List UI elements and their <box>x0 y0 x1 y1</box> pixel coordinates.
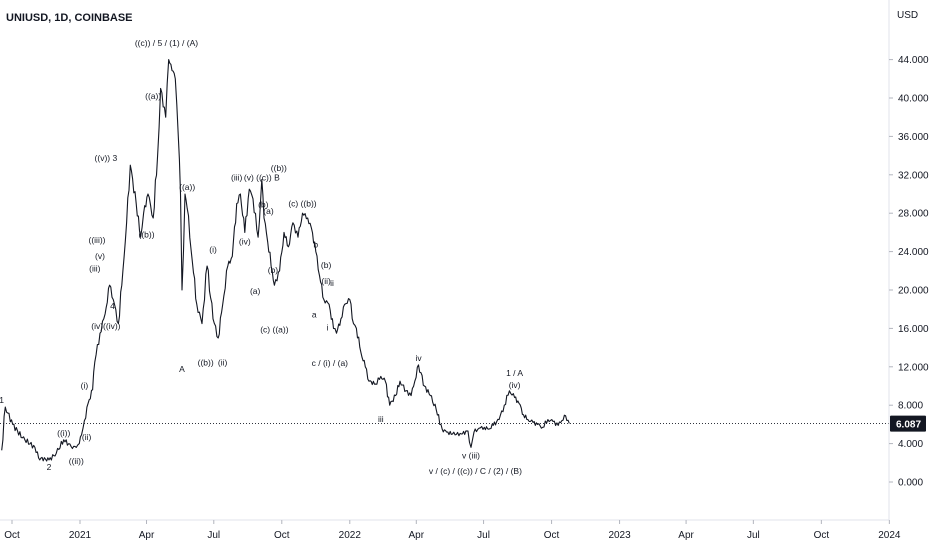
time-tick-label: 2021 <box>69 530 92 541</box>
last-price-label: 6.087 <box>896 420 921 431</box>
wave-label: (c) ((a)) <box>260 325 288 335</box>
time-tick-label: Oct <box>814 530 830 541</box>
time-tick-label: 2024 <box>878 530 901 541</box>
wave-label: (c) ((b)) <box>288 198 316 208</box>
wave-label: c / (i) / (a) <box>312 358 349 368</box>
wave-label: ((v)) 3 <box>95 153 118 163</box>
wave-label: (iv) <box>239 236 251 246</box>
time-tick-label: Jul <box>747 530 760 541</box>
price-tick-label: 40.000 <box>898 94 929 105</box>
time-tick-label: Apr <box>139 530 155 541</box>
wave-label: (a) <box>250 286 261 296</box>
last-price-marker: 6.087 <box>890 415 926 432</box>
wave-label: ((i)) <box>57 428 70 438</box>
wave-label: 2 <box>47 462 52 472</box>
wave-label: (b) <box>268 265 279 275</box>
wave-label: ((ii)) <box>69 456 84 466</box>
wave-label: (i) <box>81 381 89 391</box>
price-tick-label: 44.000 <box>898 55 929 66</box>
wave-label: (ii) <box>321 276 331 286</box>
wave-label: ii <box>330 278 334 288</box>
chart-title: UNIUSD, 1D, COINBASE <box>6 12 133 24</box>
time-tick-label: Jul <box>477 530 490 541</box>
price-tick-label: 12.000 <box>898 362 929 373</box>
wave-label: 4 <box>110 301 115 311</box>
wave-label: iv <box>415 353 422 363</box>
wave-label: (a) <box>263 206 274 216</box>
wave-label: b <box>313 240 318 250</box>
price-tick-label: 4.000 <box>898 439 923 450</box>
wave-label: A <box>179 364 185 374</box>
time-tick-label: Jul <box>207 530 220 541</box>
time-axis[interactable]: Oct 2021 Apr Jul Oct 2022 Apr Jul Oct 2023 Apr Jul O… <box>4 520 901 541</box>
price-tick-label: 0.000 <box>898 478 923 489</box>
price-tick-label: 16.000 <box>898 324 929 335</box>
wave-label: (b) <box>258 199 269 209</box>
time-tick-label: Apr <box>409 530 425 541</box>
plot-area[interactable] <box>0 59 889 462</box>
wave-label: ((b)) <box>271 163 287 173</box>
price-tick-label: 24.000 <box>898 247 929 258</box>
wave-label: v / (c) / ((c)) / C / (2) / (B) <box>429 466 522 476</box>
wave-label: (v) <box>95 251 105 261</box>
wave-label: (ii) <box>82 432 92 442</box>
price-tick-label: 20.000 <box>898 286 929 297</box>
time-tick-label: Apr <box>678 530 694 541</box>
wave-label: (iv) <box>509 380 521 390</box>
wave-annotations: 12((i))((ii))(i)(ii)(iii)((iii))(v)(iv)(… <box>0 38 523 476</box>
wave-label: (ii) <box>218 357 228 367</box>
wave-label: ((iii)) <box>89 235 106 245</box>
wave-label: 1 <box>0 395 4 405</box>
price-tick-label: 28.000 <box>898 209 929 220</box>
wave-label: (b) <box>321 260 332 270</box>
wave-label: v (iii) <box>462 450 480 460</box>
wave-label: i <box>327 323 329 333</box>
wave-label: 1 / A <box>506 368 523 378</box>
wave-label: ((a)) <box>179 182 195 192</box>
wave-label: (iii) <box>231 172 242 182</box>
price-tick-label: 36.000 <box>898 132 929 143</box>
price-series-line[interactable] <box>1 59 570 462</box>
time-tick-label: 2022 <box>339 530 362 541</box>
time-tick-label: Oct <box>4 530 20 541</box>
wave-label: ((b)) <box>138 230 154 240</box>
price-axis[interactable]: 0.000 4.000 8.000 12.000 16.000 20.000 24.000 2… <box>889 55 929 489</box>
wave-label: ((b)) <box>198 357 214 367</box>
last-price-tag <box>890 415 926 432</box>
time-tick-label: 2023 <box>608 530 631 541</box>
price-tick-label: 8.000 <box>898 401 923 412</box>
wave-label: (iii) <box>89 264 100 274</box>
time-tick-label: Oct <box>544 530 560 541</box>
wave-label: (iv)((iv)) <box>91 321 120 331</box>
price-tick-label: 32.000 <box>898 170 929 181</box>
time-tick-label: Oct <box>274 530 290 541</box>
wave-label: ((a)) <box>145 91 161 101</box>
wave-label: (v) ((c)) B <box>244 172 280 182</box>
wave-label: a <box>312 309 317 319</box>
wave-label: iii <box>378 414 384 424</box>
wave-label: (i) <box>209 244 217 254</box>
wave-label: ((c)) / 5 / (1) / (A) <box>135 38 198 48</box>
price-axis-unit: USD <box>897 10 918 21</box>
